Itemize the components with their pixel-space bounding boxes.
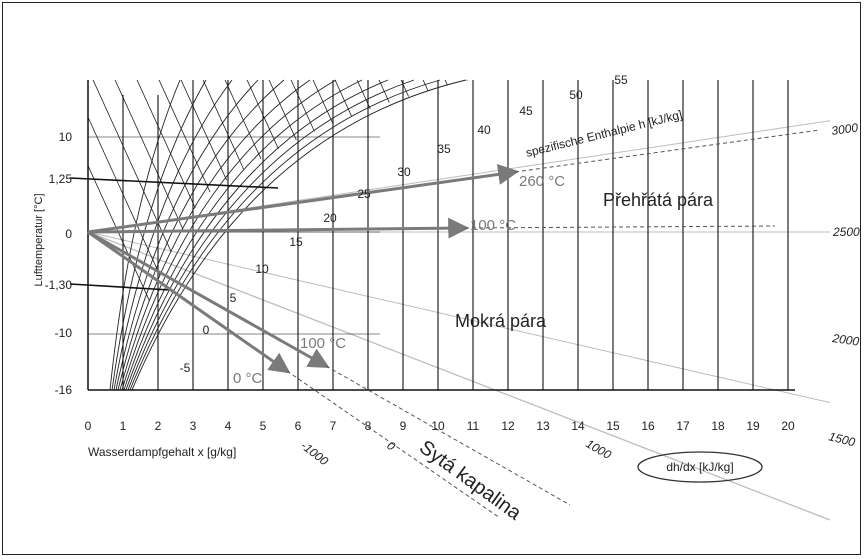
x-tick-label: 5 <box>260 419 267 433</box>
relative-humidity-curve <box>131 79 467 391</box>
isotherm-minus-1-30 <box>69 283 171 291</box>
dhdx-fan-line <box>87 231 831 404</box>
enthalpy-value: 35 <box>437 142 451 156</box>
relative-humidity-curve <box>111 79 207 391</box>
relative-humidity-curve <box>117 79 285 391</box>
saturation-curves <box>109 79 467 391</box>
relative-humidity-curve <box>127 79 415 391</box>
arrow-260c <box>87 163 520 234</box>
dashed-line-liquid-lower <box>286 370 501 519</box>
enthalpy-value: 55 <box>614 73 628 87</box>
x-tick-label: 2 <box>155 419 162 433</box>
arrow-100c-superheated <box>87 217 470 239</box>
dashed-line-3000 <box>514 129 821 173</box>
y-tick-label: 0 <box>65 227 72 241</box>
dhdx-value-minus-1000: -1000 <box>298 438 331 468</box>
moisture-grid-lines <box>88 80 789 390</box>
dhdx-fan-line <box>87 231 831 521</box>
x-tick-label: 18 <box>711 419 725 433</box>
x-tick-label: 9 <box>400 419 407 433</box>
x-tick-label: 0 <box>85 419 92 433</box>
enthalpy-line <box>88 80 191 390</box>
x-tick-labels: 0 1 2 3 4 5 6 7 8 9 10 11 12 13 14 15 16 17 18 19 20 <box>85 419 795 433</box>
relative-humidity-curve <box>113 79 233 391</box>
dhdx-axis-title: dh/dx [kJ/kg] <box>666 460 733 474</box>
dashed-line-liquid-upper <box>325 365 571 506</box>
x-tick-label: 10 <box>431 419 445 433</box>
y-tick-label: 1,25 <box>49 172 73 186</box>
isotherm-1-25 <box>69 177 279 189</box>
relative-humidity-curve <box>123 79 363 391</box>
x-tick-label: 11 <box>467 419 480 433</box>
enthalpy-value: 45 <box>519 104 533 118</box>
relative-humidity-curve <box>119 79 311 391</box>
region-liquid: Sytá kapalina <box>415 436 526 525</box>
enthalpy-value: -5 <box>180 361 191 375</box>
enthalpy-line <box>325 80 470 390</box>
relative-humidity-curve <box>115 79 259 391</box>
region-superheated: Přehřátá pára <box>603 190 714 210</box>
enthalpy-value: 40 <box>477 123 491 137</box>
enthalpy-line <box>568 60 718 390</box>
dhdx-value-3000: 3000 <box>830 120 859 138</box>
x-tick-label: 6 <box>295 419 302 433</box>
enthalpy-line <box>149 80 301 390</box>
x-tick-label: 13 <box>536 419 550 433</box>
x-tick-label: 12 <box>501 419 515 433</box>
dhdx-value-1000: 1000 <box>584 436 614 462</box>
x-tick-label: 1 <box>120 419 127 433</box>
region-wet: Mokrá pára <box>455 311 547 331</box>
x-tick-label: 19 <box>746 419 760 433</box>
x-tick-label: 14 <box>571 419 585 433</box>
relative-humidity-curve <box>109 79 181 391</box>
y-tick-label: -16 <box>55 383 73 397</box>
enthalpy-value: 25 <box>357 187 371 201</box>
x-tick-label: 16 <box>641 419 655 433</box>
y-axis-title: Lufttemperatur [°C] <box>33 193 45 286</box>
y-tick-label: -1,30 <box>45 278 73 292</box>
arrow-label-260c: 260 °C <box>519 173 565 190</box>
process-arrows <box>87 163 520 374</box>
enthalpy-value-labels: -5 0 5 10 15 20 25 30 35 40 45 50 55 <box>180 73 628 375</box>
x-tick-label: 7 <box>330 419 337 433</box>
x-tick-label: 20 <box>781 419 795 433</box>
arrow-0c <box>87 230 291 374</box>
x-tick-label: 8 <box>365 419 372 433</box>
y-tick-label: 10 <box>59 130 73 144</box>
relative-humidity-curve <box>121 79 337 391</box>
x-tick-label: 15 <box>606 419 620 433</box>
dhdx-value-1500: 1500 <box>827 429 857 449</box>
enthalpy-value: 15 <box>289 235 303 249</box>
x-tick-label: 3 <box>190 419 197 433</box>
x-axis-title: Wasserdampfgehalt x [g/kg] <box>88 445 236 459</box>
enthalpy-value: 10 <box>255 262 269 276</box>
enthalpy-value: 0 <box>203 323 210 337</box>
enthalpy-line <box>127 80 279 390</box>
dashed-line-2500 <box>464 225 776 229</box>
x-tick-label: 4 <box>225 419 232 433</box>
dhdx-value-2500: 2500 <box>832 225 860 239</box>
arrow-label-100c-wet: 100 °C <box>300 335 346 352</box>
dhdx-oval <box>637 451 763 483</box>
arrow-label-0c: 0 °C <box>233 370 263 387</box>
enthalpy-axis-title: spezifische Enthalpie h [kJ/kg] <box>524 107 683 159</box>
enthalpy-value: 50 <box>569 88 583 102</box>
x-tick-label: 17 <box>676 419 690 433</box>
enthalpy-value: 20 <box>323 211 337 225</box>
arrow-100c-wet <box>87 230 330 369</box>
y-tick-label: -10 <box>55 326 73 340</box>
arrow-label-100c-superheated: 100 °C <box>470 217 516 234</box>
enthalpy-value: 30 <box>397 165 411 179</box>
relative-humidity-curve <box>125 79 389 391</box>
enthalpy-line <box>524 60 674 390</box>
dhdx-value-2000: 2000 <box>831 331 861 349</box>
enthalpy-value: 5 <box>230 291 237 305</box>
dhdx-value-0: 0 <box>384 438 398 453</box>
